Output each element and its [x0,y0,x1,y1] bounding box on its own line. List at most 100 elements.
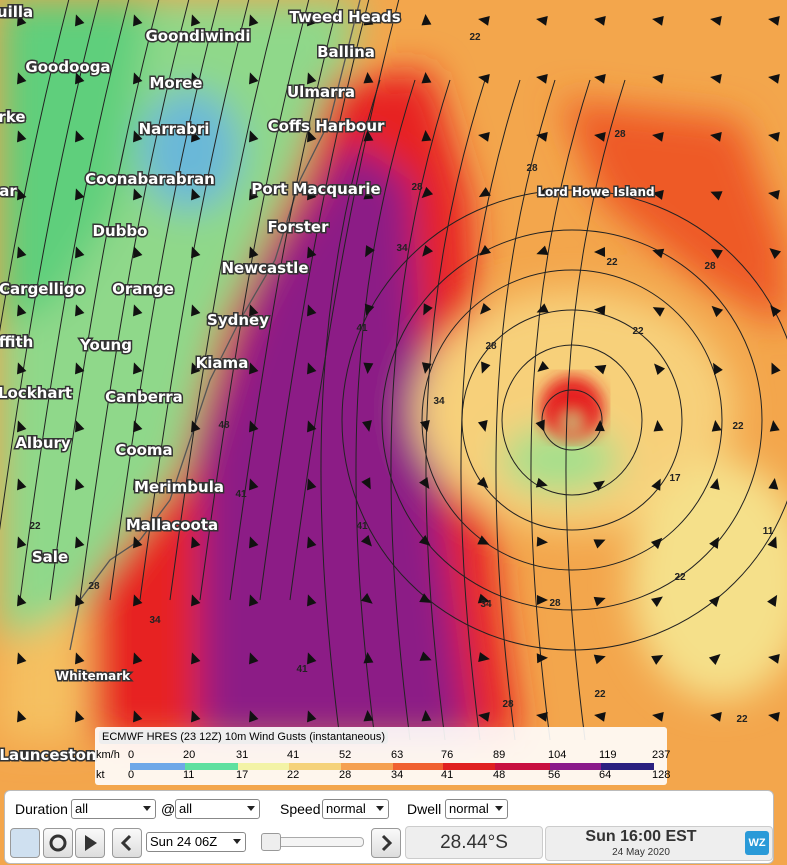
wind-arrow [594,15,606,26]
legend-value: 31 [236,749,249,761]
wind-arrow [307,362,317,375]
legend-swatch [443,763,495,770]
streamline [0,0,70,332]
next-button[interactable] [371,828,401,858]
label: Dwell [407,801,442,817]
slider[interactable] [261,833,364,851]
wind-arrow [17,130,27,143]
wind-arrow [133,652,143,665]
legend-value: 48 [493,769,506,781]
wind-arrow [477,419,488,432]
wind-arrow [249,14,259,27]
wind-arrow [594,364,607,375]
place-label: Tweed Heads [289,8,400,26]
wind-arrow [307,420,317,433]
wind-arrow [768,131,780,142]
wind-arrow [422,244,434,257]
contour-label: 28 [704,261,716,272]
wind-arrow [594,131,606,142]
wind-arrow [419,651,432,661]
legend-value: 52 [339,749,352,761]
wind-arrow [249,420,259,433]
wind-arrow [593,480,605,491]
wind-arrow [191,72,201,85]
wind-arrow [17,478,27,491]
logo[interactable]: WZ [745,831,769,855]
wind-arrow [593,596,606,607]
wind-arrow [770,305,782,318]
wind-arrow [652,15,664,26]
wind-arrow [363,710,374,722]
speed-select[interactable]: normal [322,799,389,819]
wind-arrow [768,73,780,84]
wind-arrow [17,304,27,317]
legend-value: 89 [493,749,506,761]
wind-arrow [478,73,490,84]
legend-swatch [289,763,341,770]
streamline [341,189,787,651]
streamline [320,79,381,741]
place-label: Merimbula [134,478,224,496]
legend-value: 41 [287,749,300,761]
wind-arrow [307,304,317,317]
wind-arrow [713,362,723,375]
wind-arrow [307,478,317,491]
wind-arrow [133,594,143,607]
wind-arrow [249,188,259,201]
wind-arrow [767,536,777,549]
place-label: Sydney [207,311,269,329]
wind-arrow [75,478,85,491]
wind-arrow [75,652,85,665]
wind-arrow [191,362,201,375]
place-label: Coonabarabran [85,170,215,188]
wind-arrow [536,711,548,722]
streamline [199,0,310,601]
legend-value: 56 [548,769,561,781]
contour-label: 34 [149,615,161,626]
contour-label: 22 [632,326,644,337]
wind-arrow [191,188,201,201]
streamline [79,0,190,601]
wind-arrow [361,477,371,490]
contour-label: 48 [218,420,230,431]
place-label: Ulmarra [287,83,355,101]
contour-label: 34 [433,396,445,407]
contour-label: 28 [485,341,497,352]
wind-arrow [191,130,201,143]
wind-arrow [651,596,663,607]
place-label: Orange [112,280,174,298]
film-button[interactable] [10,828,40,858]
wind-arrow [421,710,432,722]
wind-arrow [419,593,432,603]
streamline [169,0,280,601]
reload-button[interactable] [43,828,73,858]
wind-arrow [17,246,27,259]
wind-arrow [652,73,664,84]
place-label: Young [79,336,132,354]
at-select[interactable]: all [175,799,260,819]
wind-arrow [364,303,375,316]
legend-value: 22 [287,769,300,781]
wind-arrow [653,420,664,432]
streamline [460,79,521,741]
legend-swatch [550,763,601,770]
time-select[interactable]: Sun 24 06Z [146,832,246,852]
wind-arrow [711,305,724,318]
time-box: Sun 16:00 EST 24 May 2020 WZ [545,826,773,861]
legend-swatch [341,763,393,770]
prev-button[interactable] [112,828,142,858]
dwell-select[interactable]: normal [445,799,508,819]
wind-arrow [191,304,201,317]
wind-arrow [477,535,490,545]
wind-arrow [710,15,722,26]
wind-arrow [75,420,85,433]
wind-arrow [710,191,723,201]
duration-select[interactable]: all [71,799,156,819]
contour-label: 22 [29,521,41,532]
legend-value: 237 [652,749,671,761]
play-button[interactable] [75,828,105,858]
streamline [541,389,603,451]
wind-arrow [307,594,317,607]
wind-arrow [17,594,27,607]
